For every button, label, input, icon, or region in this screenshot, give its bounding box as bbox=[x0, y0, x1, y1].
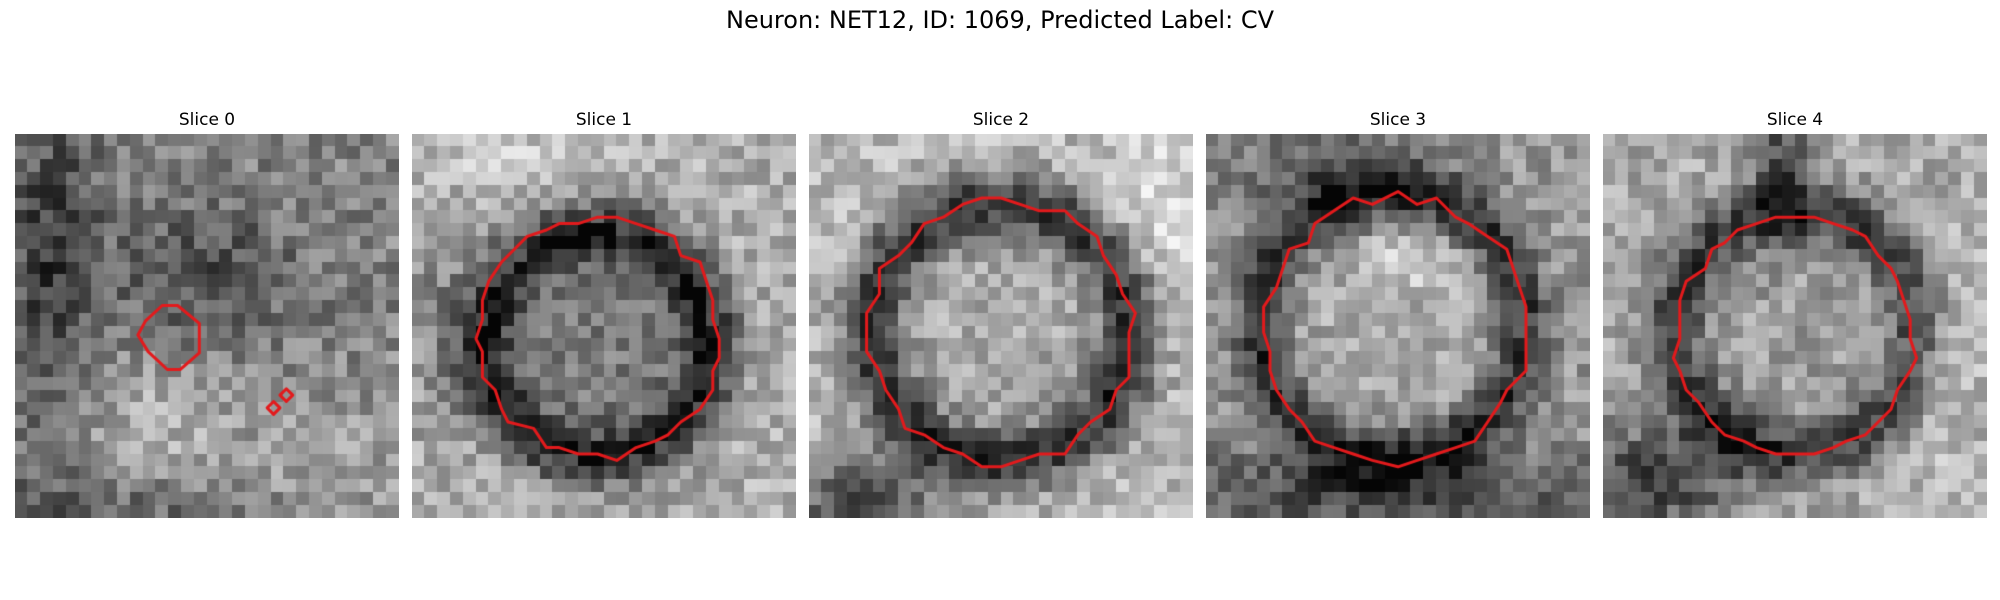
slice-image-2 bbox=[809, 134, 1193, 518]
slice-title-1: Slice 1 bbox=[575, 110, 633, 130]
slice-image-0 bbox=[15, 134, 399, 518]
figure-title: Neuron: NET12, ID: 1069, Predicted Label… bbox=[726, 6, 1274, 34]
slice-title-0: Slice 0 bbox=[178, 110, 236, 130]
slice-title-2: Slice 2 bbox=[972, 110, 1030, 130]
slice-image-4 bbox=[1603, 134, 1987, 518]
slice-image-1 bbox=[412, 134, 796, 518]
slice-panel-2: Slice 2 bbox=[809, 108, 1193, 518]
slice-panel-3: Slice 3 bbox=[1206, 108, 1590, 518]
slice-title-4: Slice 4 bbox=[1766, 110, 1824, 130]
slice-panel-1: Slice 1 bbox=[412, 108, 796, 518]
slice-panel-4: Slice 4 bbox=[1603, 108, 1987, 518]
slice-image-3 bbox=[1206, 134, 1590, 518]
slice-panel-0: Slice 0 bbox=[15, 108, 399, 518]
slice-title-3: Slice 3 bbox=[1369, 110, 1427, 130]
